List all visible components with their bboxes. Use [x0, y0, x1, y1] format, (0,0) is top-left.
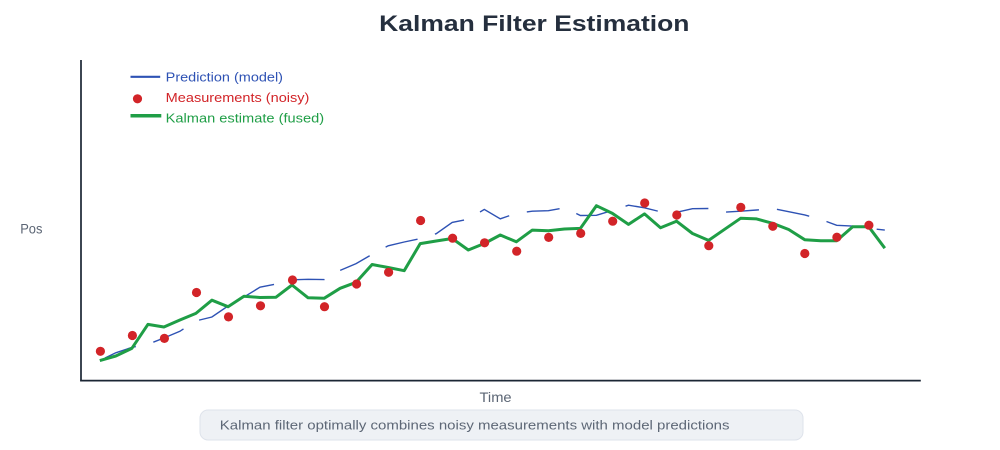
svg-text:Kalman filter optimally combin: Kalman filter optimally combines noisy m… [220, 418, 730, 433]
svg-text:Measurements (noisy): Measurements (noisy) [166, 90, 310, 105]
svg-text:Prediction (model): Prediction (model) [166, 70, 283, 85]
svg-text:Pos: Pos [20, 220, 42, 236]
svg-text:Kalman estimate (fused): Kalman estimate (fused) [166, 111, 324, 126]
svg-text:Time: Time [480, 390, 512, 405]
svg-text:Kalman Filter Estimation: Kalman Filter Estimation [379, 11, 689, 36]
